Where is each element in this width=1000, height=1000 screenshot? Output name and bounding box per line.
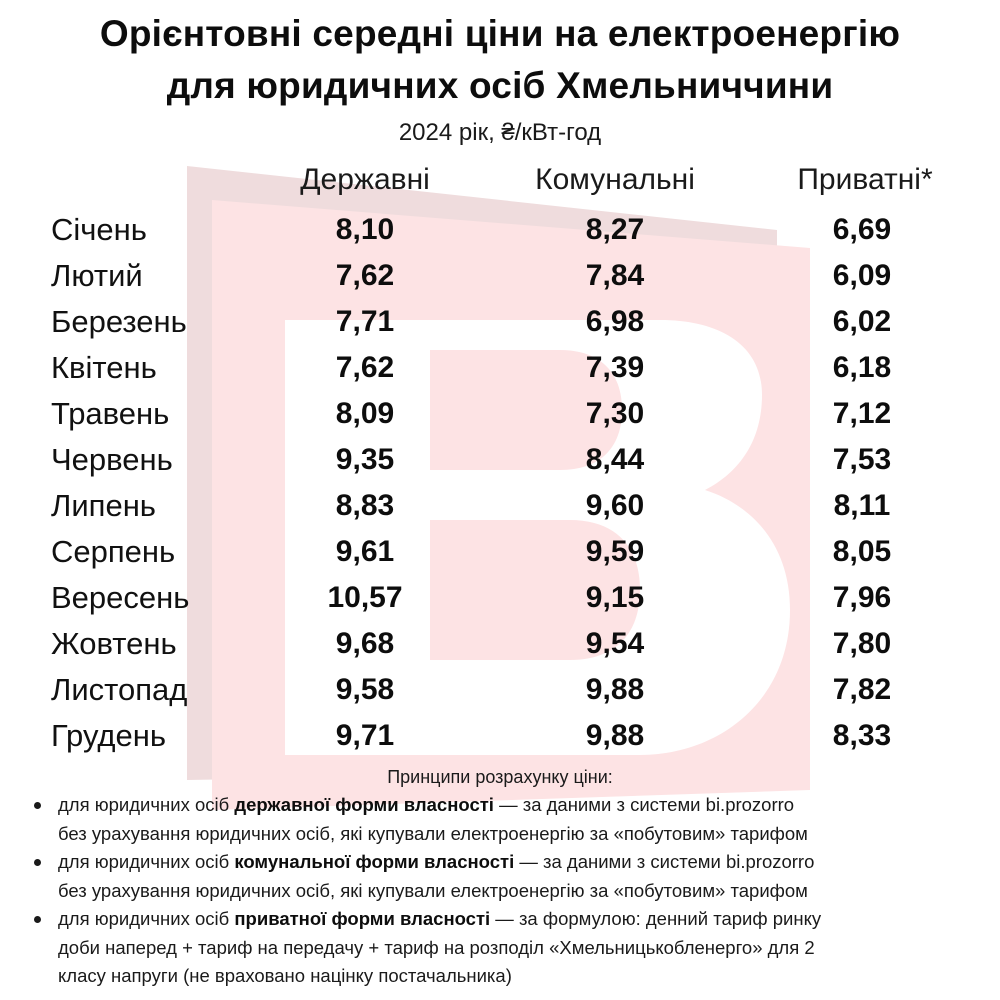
month-label: Січень xyxy=(51,212,147,247)
month-label: Квітень xyxy=(51,350,157,385)
note-rest: — за формулою: денний тариф ринку xyxy=(490,908,822,929)
table-row: Лютий 7,62 7,84 6,09 xyxy=(0,253,1000,299)
month-label: Червень xyxy=(51,442,173,477)
state-value: 9,61 xyxy=(335,535,395,568)
month-label: Лютий xyxy=(51,258,143,293)
private-value: 7,12 xyxy=(832,397,892,430)
column-header-communal: Комунальні xyxy=(535,163,695,196)
state-value: 7,62 xyxy=(335,351,395,384)
communal-value: 9,54 xyxy=(585,627,645,660)
note-continuation: без урахування юридичних осіб, які купув… xyxy=(58,822,808,844)
private-value: 6,09 xyxy=(832,259,892,292)
state-value: 9,71 xyxy=(335,719,395,752)
communal-value: 7,84 xyxy=(585,259,645,292)
notes-title: Принципи розрахунку ціни: xyxy=(387,767,613,787)
table-row: Вересень 10,57 9,15 7,96 xyxy=(0,575,1000,621)
state-value: 8,09 xyxy=(335,397,395,430)
subtitle: 2024 рік, ₴/кВт-год xyxy=(398,119,602,146)
communal-value: 9,88 xyxy=(585,673,645,706)
notes-list: для юридичних осіб державної форми власн… xyxy=(34,791,994,991)
private-value: 8,11 xyxy=(833,489,891,522)
communal-value: 9,88 xyxy=(585,719,645,752)
private-value: 6,02 xyxy=(832,305,892,338)
private-value: 7,53 xyxy=(832,443,892,476)
table-row: Травень 8,09 7,30 7,12 xyxy=(0,391,1000,437)
state-value: 9,58 xyxy=(335,673,395,706)
note-item-state: для юридичних осіб державної форми власн… xyxy=(34,791,994,848)
note-bold: комунальної форми власності xyxy=(234,851,515,872)
note-bold: державної форми власності xyxy=(234,794,494,815)
private-value: 8,05 xyxy=(832,535,892,568)
communal-value: 7,30 xyxy=(585,397,645,430)
month-label: Жовтень xyxy=(51,626,177,661)
bullet-icon xyxy=(34,802,41,809)
state-value: 9,68 xyxy=(335,627,395,660)
private-value: 6,69 xyxy=(832,213,892,246)
title-line-2: для юридичних осіб Хмельниччини xyxy=(166,65,834,106)
watermark-b-letter xyxy=(285,320,790,755)
note-prefix: для юридичних осіб xyxy=(58,851,235,872)
bullet-icon xyxy=(34,916,41,923)
note-prefix: для юридичних осіб xyxy=(58,794,235,815)
table-row: Липень 8,83 9,60 8,11 xyxy=(0,483,1000,529)
state-value: 9,35 xyxy=(335,443,395,476)
private-value: 6,18 xyxy=(832,351,892,384)
note-continuation: доби наперед + тариф на передачу + тариф… xyxy=(58,936,815,958)
communal-value: 9,59 xyxy=(585,535,645,568)
month-label: Вересень xyxy=(51,580,190,615)
table-row: Січень 8,10 8,27 6,69 xyxy=(0,207,1000,253)
state-value: 7,62 xyxy=(335,259,395,292)
note-prefix: для юридичних осіб xyxy=(58,908,235,929)
note-bold: приватної форми власності xyxy=(234,908,491,929)
communal-value: 7,39 xyxy=(585,351,645,384)
month-label: Листопад xyxy=(51,672,188,707)
table-row: Червень 9,35 8,44 7,53 xyxy=(0,437,1000,483)
note-item-private: для юридичних осіб приватної форми власн… xyxy=(34,905,994,991)
month-label: Серпень xyxy=(51,534,176,569)
table-row: Серпень 9,61 9,59 8,05 xyxy=(0,529,1000,575)
table-row: Грудень 9,71 9,88 8,33 xyxy=(0,713,1000,759)
private-value: 8,33 xyxy=(832,719,892,752)
table-row: Листопад 9,58 9,88 7,82 xyxy=(0,667,1000,713)
note-rest: — за даними з системи bi.prozorro xyxy=(514,851,815,872)
state-value: 10,57 xyxy=(327,581,403,614)
communal-value: 8,27 xyxy=(585,213,645,246)
note-item-communal: для юридичних осіб комунальної форми вла… xyxy=(34,848,994,905)
column-header-private: Приватні* xyxy=(797,163,933,196)
month-label: Березень xyxy=(51,304,187,339)
communal-value: 6,98 xyxy=(585,305,645,338)
private-value: 7,96 xyxy=(832,581,892,614)
private-value: 7,80 xyxy=(832,627,892,660)
month-label: Травень xyxy=(51,396,170,431)
note-rest: — за даними з системи bi.prozorro xyxy=(493,794,795,815)
communal-value: 8,44 xyxy=(585,443,645,476)
column-header-state: Державні xyxy=(300,163,430,196)
communal-value: 9,60 xyxy=(585,489,645,522)
note-continuation: класу напруги (не враховано націнку пост… xyxy=(58,965,512,986)
bullet-icon xyxy=(34,859,41,866)
table-row: Жовтень 9,68 9,54 7,80 xyxy=(0,621,1000,667)
note-continuation: без урахування юридичних осіб, які купув… xyxy=(58,879,808,901)
title-line-1: Орієнтовні середні ціни на електроенергі… xyxy=(99,13,901,54)
month-label: Грудень xyxy=(51,718,167,753)
communal-value: 9,15 xyxy=(585,581,645,614)
state-value: 8,10 xyxy=(335,213,395,246)
state-value: 8,83 xyxy=(335,489,395,522)
table-row: Березень 7,71 6,98 6,02 xyxy=(0,299,1000,345)
table-row: Квітень 7,62 7,39 6,18 xyxy=(0,345,1000,391)
state-value: 7,71 xyxy=(335,305,395,338)
month-label: Липень xyxy=(51,488,156,523)
private-value: 7,82 xyxy=(832,673,892,706)
